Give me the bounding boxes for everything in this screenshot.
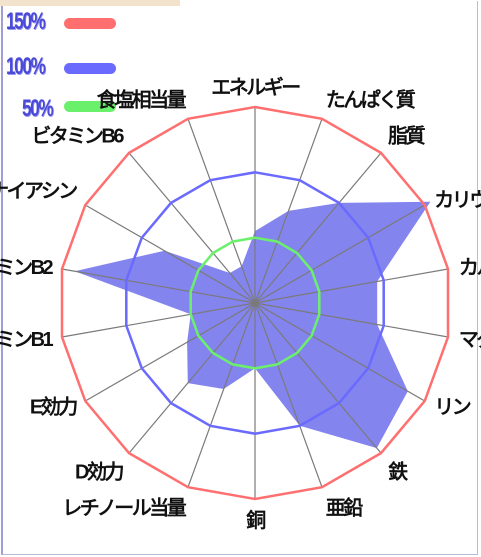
legend-label-150: 150% <box>6 8 46 35</box>
axis-label-0: エネルギー <box>211 76 300 99</box>
axis-label-5: マグネシウム <box>459 327 481 351</box>
spoke-line-17 <box>187 118 256 304</box>
legend-item-100: 100% <box>6 53 59 80</box>
reference-ring-100 <box>125 171 385 435</box>
spoke-line-13 <box>61 302 256 338</box>
top-bar <box>0 0 180 6</box>
axis-label-7: 鉄 <box>388 460 408 484</box>
legend-item-50: 50% <box>22 95 64 122</box>
spoke-line-1 <box>254 118 323 304</box>
legend-swatch-50 <box>64 101 116 112</box>
spoke-line-8 <box>254 302 323 488</box>
spoke-line-16 <box>128 152 256 304</box>
spoke-line-15 <box>84 204 256 304</box>
spoke-line-7 <box>254 302 382 454</box>
axis-label-1: たんぱく質 <box>326 88 416 112</box>
spoke-line-6 <box>254 302 426 402</box>
axis-label-17: 食塩相当量 <box>97 88 187 112</box>
axis-label-13: ビタミンB1 <box>0 328 54 351</box>
legend: 150% 100% 50% <box>0 6 130 136</box>
legend-label-50: 50% <box>22 95 54 122</box>
axis-label-15: ナイアシン <box>0 181 77 203</box>
axis-label-12: E効力 <box>30 395 77 419</box>
axis-label-14: ビタミンB2 <box>0 256 54 279</box>
spoke-line-12 <box>84 302 256 402</box>
spoke-line-14 <box>61 268 256 304</box>
legend-item-150: 150% <box>6 8 59 35</box>
axis-label-3: カリウム <box>434 189 481 212</box>
legend-swatch-100 <box>64 63 116 74</box>
spoke-line-10 <box>187 302 256 488</box>
axis-label-6: リン <box>434 397 471 419</box>
axis-label-2: 脂質 <box>388 123 425 147</box>
axis-label-11: D効力 <box>75 460 123 484</box>
spoke-line-4 <box>254 268 449 304</box>
legend-swatch-150 <box>64 18 116 29</box>
reference-ring-150 <box>60 105 450 501</box>
axis-label-9: 銅 <box>246 508 266 532</box>
axis-label-16: ビタミンB6 <box>31 124 124 147</box>
axis-label-4: カルシウム <box>459 256 481 279</box>
reference-ring-50 <box>189 236 321 370</box>
spoke-line-3 <box>254 204 426 304</box>
axis-label-10: レチノール当量 <box>62 497 186 520</box>
spoke-line-2 <box>254 152 382 304</box>
spoke-line-11 <box>128 302 256 454</box>
axis-label-8: 亜鉛 <box>326 496 364 520</box>
spoke-line-5 <box>254 302 449 338</box>
legend-label-100: 100% <box>6 53 46 80</box>
data-series-area <box>74 201 431 449</box>
